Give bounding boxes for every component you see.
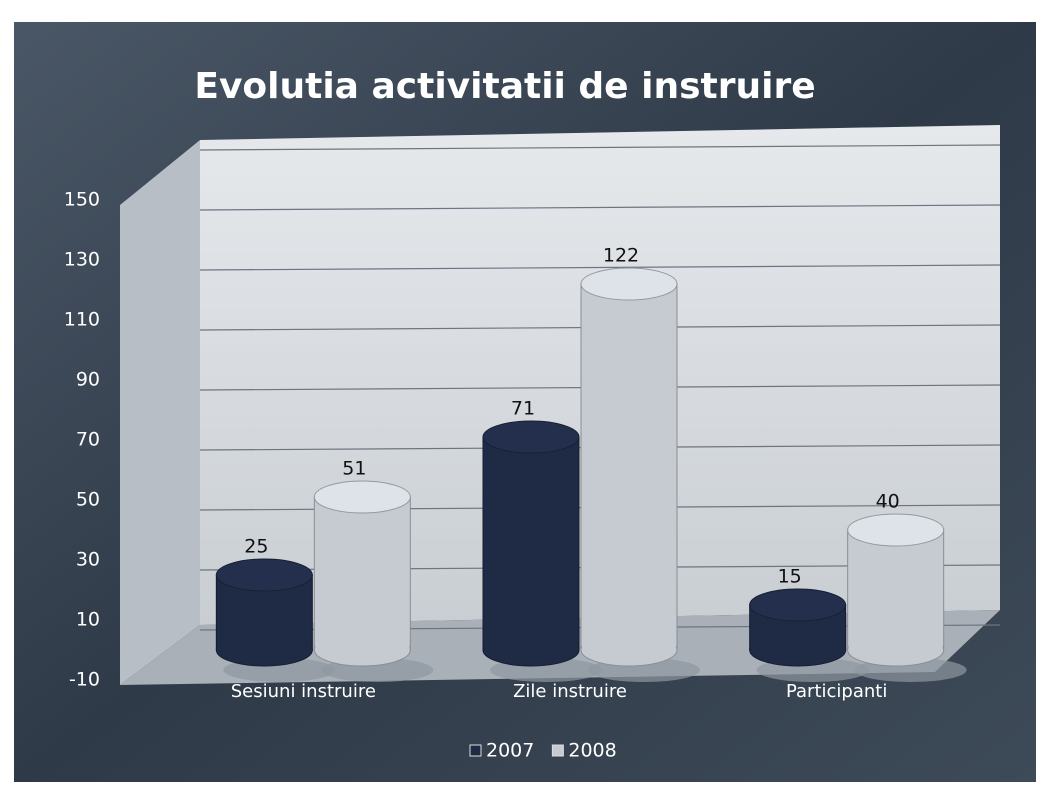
y-tick-label: 50 [76, 489, 100, 511]
bar-body [484, 437, 578, 650]
y-tick-label: 30 [76, 549, 100, 571]
bar-body [848, 530, 943, 650]
bar [847, 513, 967, 682]
bar-top [749, 588, 847, 622]
bar-body [315, 497, 410, 650]
legend-label: 2007 [486, 740, 534, 762]
y-tick-label: 130 [64, 249, 100, 271]
bar [580, 267, 700, 682]
x-tick-label: Sesiuni instruire [231, 681, 376, 702]
bar-body [582, 284, 676, 650]
y-tick-label: 110 [64, 309, 100, 331]
bar-top [215, 558, 313, 592]
value-label: 51 [342, 458, 366, 480]
y-tick-label: -10 [69, 669, 100, 691]
legend-swatch [469, 744, 482, 757]
legend: 2007 2008 [469, 740, 617, 762]
x-tick-label: Participanti [786, 681, 887, 702]
legend-swatch [551, 744, 564, 757]
bar [215, 558, 336, 682]
grid-line [199, 144, 1001, 151]
legend-label: 2008 [568, 740, 616, 762]
x-tick-label: Zile instruire [513, 681, 627, 702]
bar [313, 480, 434, 682]
bar [482, 420, 602, 682]
value-label: 40 [876, 491, 900, 513]
y-tick-label: 150 [64, 189, 100, 211]
grid-line [199, 204, 1001, 211]
bar-top [580, 267, 678, 301]
value-label: 122 [603, 245, 639, 267]
bar [749, 588, 869, 682]
grid-line [199, 264, 1001, 271]
value-label: 25 [244, 536, 268, 558]
side-wall [120, 140, 200, 685]
bar-top [482, 420, 580, 454]
value-label: 71 [511, 398, 535, 420]
y-tick-label: 70 [76, 429, 100, 451]
bar-top [847, 513, 945, 547]
y-tick-label: 10 [76, 609, 100, 631]
value-label: 15 [778, 566, 802, 588]
bar-top [313, 480, 411, 514]
y-tick-label: 90 [76, 369, 100, 391]
chart-title: Evolutia activitatii de instruire [194, 66, 815, 107]
